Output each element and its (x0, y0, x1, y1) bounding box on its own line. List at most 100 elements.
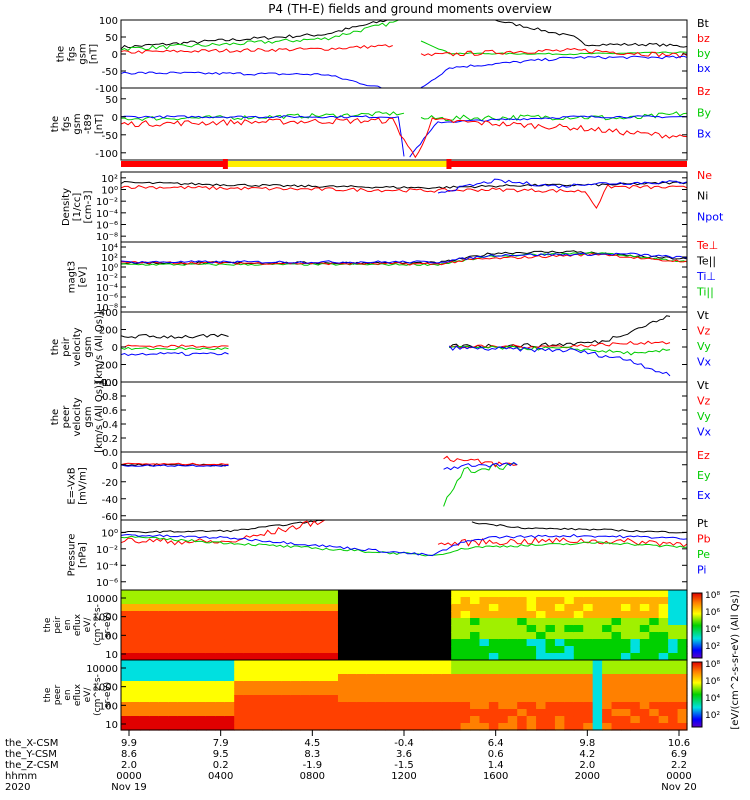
spectrogram-cell (187, 709, 198, 717)
spectrogram-cell (554, 674, 565, 682)
spectrogram-cell (356, 709, 367, 717)
spectrogram-cell (309, 618, 320, 626)
spectrogram-cell (281, 723, 292, 731)
spectrogram-cell (630, 702, 641, 710)
spectrogram-cell (168, 716, 179, 724)
spectrogram-cell (573, 639, 584, 647)
spectrogram-cell (243, 723, 254, 731)
ytick-label: 10⁻⁸ (96, 232, 118, 243)
spectrogram-cell (290, 702, 301, 710)
spectrogram-cell (168, 604, 179, 612)
trace-peir_velocity-2 (121, 344, 229, 348)
spectrogram-cell (602, 723, 613, 731)
spectrogram-cell (224, 604, 235, 612)
spectrogram-cell (545, 660, 556, 668)
spectrogram-cell (611, 590, 622, 598)
spectrogram-cell (309, 660, 320, 668)
spectrogram-cell (385, 653, 396, 661)
spectrogram-cell (121, 646, 132, 654)
spectrogram-cell (564, 639, 575, 647)
spectrogram-cell (187, 681, 198, 689)
spectrogram-cell (281, 716, 292, 724)
spectrogram-cell (526, 611, 537, 619)
spectrogram-cell (470, 604, 481, 612)
spectrogram-cell (262, 709, 273, 717)
spectrogram-cell (630, 625, 641, 633)
ytick-label: 0.0 (102, 448, 118, 459)
spectrogram-cell (253, 716, 264, 724)
spectrogram-cell (356, 667, 367, 675)
spectrogram-cell (394, 646, 405, 654)
spectrogram-cell (394, 674, 405, 682)
spectrogram-cell (290, 667, 301, 675)
spectrogram-cell (394, 688, 405, 696)
spectrogram-cell (121, 590, 132, 598)
spectrogram-cell (460, 723, 471, 731)
spectrogram-cell (234, 702, 245, 710)
spectrogram-cell (271, 660, 282, 668)
xtick-z: 2.2 (671, 760, 687, 771)
spectrogram-cell (470, 639, 481, 647)
spectrogram-cell (649, 660, 660, 668)
spectrogram-cell (630, 688, 641, 696)
spectrogram-cell (639, 604, 650, 612)
spectrogram-cell (620, 639, 631, 647)
ytick-label: 0 (112, 113, 118, 124)
spectrogram-cell (517, 681, 528, 689)
spectrogram-cell (620, 618, 631, 626)
spectrogram-cell (554, 716, 565, 724)
ylabel-line: [nT] (89, 44, 100, 64)
spectrogram-cell (253, 660, 264, 668)
spectrogram-cell (488, 709, 499, 717)
ylabel-line: en (63, 619, 73, 630)
xtick-x: 6.4 (488, 738, 504, 749)
spectrogram-cell (139, 667, 150, 675)
spectrogram-cell (394, 618, 405, 626)
spectrogram-cell (488, 632, 499, 640)
spectrogram-cell (488, 723, 499, 731)
spectrogram-cell (583, 723, 594, 731)
colorbar-tick: 10⁴ (705, 694, 720, 704)
spectrogram-cell (639, 695, 650, 703)
spectrogram-cell (253, 709, 264, 717)
spectrogram-cell (262, 723, 273, 731)
spectrogram-cell (375, 611, 386, 619)
spectrogram-cell (337, 660, 348, 668)
spectrogram-cell (328, 597, 339, 605)
spectrogram-cell (281, 618, 292, 626)
spectrogram-cell (479, 688, 490, 696)
spectrogram-cell (234, 716, 245, 724)
spectrogram-cell (319, 632, 330, 640)
spectrogram-cell (139, 723, 150, 731)
spectrogram-cell (517, 716, 528, 724)
spectrogram-cell (205, 667, 216, 675)
spectrogram-cell (649, 639, 660, 647)
spectrogram-cell (432, 660, 443, 668)
spectrogram-cell (460, 618, 471, 626)
ylabel-line: gsm (72, 113, 83, 134)
spectrogram-cell (262, 681, 273, 689)
spectrogram-cell (394, 695, 405, 703)
spectrogram-cell (262, 667, 273, 675)
spectrogram-cell (432, 723, 443, 731)
spectrogram-cell (300, 674, 311, 682)
spectrogram-cell (649, 632, 660, 640)
spectrogram-cell (234, 646, 245, 654)
spectrogram-cell (243, 611, 254, 619)
ytick-label: 0.4 (102, 420, 118, 431)
spectrogram-cell (677, 723, 688, 731)
spectrogram-cell (498, 646, 509, 654)
spectrogram-cell (309, 723, 320, 731)
spectrogram-cell (196, 653, 207, 661)
spectrogram-cell (460, 667, 471, 675)
spectrogram-cell (451, 716, 462, 724)
spectrogram-peir_eflux: 10000 1000 100 10 the peir en eflux eV/(cm^2-s-s… (43, 589, 688, 661)
ylabel-line: eV/ (83, 617, 93, 633)
ylabel-line: peir (53, 616, 63, 634)
spectrogram-cell (215, 681, 226, 689)
spectrogram-cell (564, 618, 575, 626)
spectrogram-cell (658, 611, 669, 619)
spectrogram-cell (271, 681, 282, 689)
trace-density-2 (437, 178, 687, 194)
